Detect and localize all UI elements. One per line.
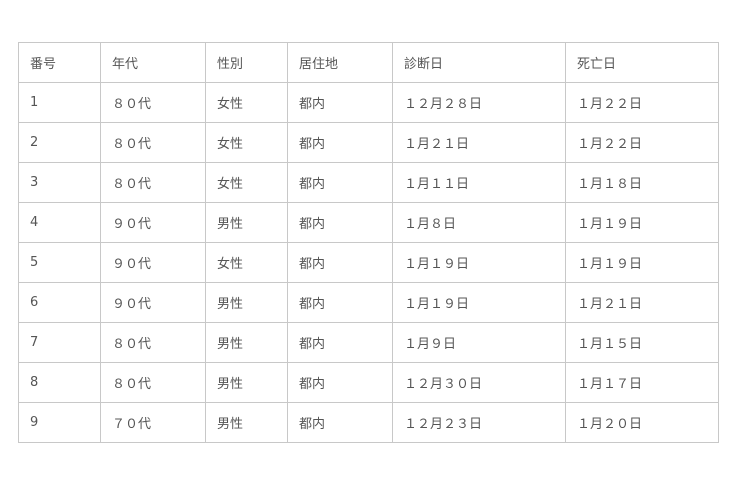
header-residence: 居住地 — [287, 42, 393, 83]
cell-residence: 都内 — [287, 82, 393, 123]
cell-death-date: １月１５日 — [565, 322, 719, 363]
cell-death-date: １月２０日 — [565, 402, 719, 443]
table-row: 3 ８０代 女性 都内 １月１１日 １月１８日 — [18, 162, 719, 203]
cell-sex: 男性 — [205, 202, 288, 243]
cell-residence: 都内 — [287, 242, 393, 283]
header-death-date: 死亡日 — [565, 42, 719, 83]
table-row: 9 ７０代 男性 都内 １２月２３日 １月２０日 — [18, 402, 719, 443]
cell-sex: 女性 — [205, 162, 288, 203]
cell-death-date: １月１７日 — [565, 362, 719, 403]
cell-diagnosis-date: １月２１日 — [392, 122, 566, 163]
cell-death-date: １月１９日 — [565, 242, 719, 283]
table-row: 5 ９０代 女性 都内 １月１９日 １月１９日 — [18, 242, 719, 283]
deaths-table: 番号 年代 性別 居住地 診断日 死亡日 1 ８０代 女性 都内 １２月２８日 １月２２日… — [18, 42, 719, 443]
cell-diagnosis-date: １２月２８日 — [392, 82, 566, 123]
header-sex: 性別 — [205, 42, 288, 83]
cell-residence: 都内 — [287, 322, 393, 363]
cell-sex: 女性 — [205, 122, 288, 163]
table-row: 8 ８０代 男性 都内 １２月３０日 １月１７日 — [18, 362, 719, 403]
cell-sex: 男性 — [205, 282, 288, 323]
cell-residence: 都内 — [287, 162, 393, 203]
cell-residence: 都内 — [287, 402, 393, 443]
cell-diagnosis-date: １月８日 — [392, 202, 566, 243]
cell-diagnosis-date: １月９日 — [392, 322, 566, 363]
cell-number: 4 — [18, 202, 101, 243]
cell-death-date: １月２２日 — [565, 122, 719, 163]
cell-residence: 都内 — [287, 202, 393, 243]
cell-diagnosis-date: １２月３０日 — [392, 362, 566, 403]
cell-number: 8 — [18, 362, 101, 403]
cell-number: 3 — [18, 162, 101, 203]
header-number: 番号 — [18, 42, 101, 83]
cell-age: ７０代 — [100, 402, 206, 443]
cell-number: 5 — [18, 242, 101, 283]
header-row: 番号 年代 性別 居住地 診断日 死亡日 — [18, 42, 719, 83]
table-row: 2 ８０代 女性 都内 １月２１日 １月２２日 — [18, 122, 719, 163]
cell-diagnosis-date: １月１１日 — [392, 162, 566, 203]
cell-age: ９０代 — [100, 202, 206, 243]
cell-number: 1 — [18, 82, 101, 123]
cell-number: 7 — [18, 322, 101, 363]
cell-number: 6 — [18, 282, 101, 323]
cell-age: ８０代 — [100, 122, 206, 163]
cell-diagnosis-date: １月１９日 — [392, 282, 566, 323]
cell-sex: 女性 — [205, 82, 288, 123]
cell-age: ８０代 — [100, 162, 206, 203]
cell-diagnosis-date: １月１９日 — [392, 242, 566, 283]
cell-death-date: １月２１日 — [565, 282, 719, 323]
cell-sex: 男性 — [205, 362, 288, 403]
cell-residence: 都内 — [287, 122, 393, 163]
cell-death-date: １月１８日 — [565, 162, 719, 203]
table-row: 4 ９０代 男性 都内 １月８日 １月１９日 — [18, 202, 719, 243]
header-age: 年代 — [100, 42, 206, 83]
header-diagnosis-date: 診断日 — [392, 42, 566, 83]
cell-age: ８０代 — [100, 82, 206, 123]
table-row: 6 ９０代 男性 都内 １月１９日 １月２１日 — [18, 282, 719, 323]
cell-residence: 都内 — [287, 282, 393, 323]
cell-number: 9 — [18, 402, 101, 443]
cell-age: ８０代 — [100, 362, 206, 403]
cell-diagnosis-date: １２月２３日 — [392, 402, 566, 443]
cell-residence: 都内 — [287, 362, 393, 403]
cell-age: ９０代 — [100, 282, 206, 323]
table-row: 1 ８０代 女性 都内 １２月２８日 １月２２日 — [18, 82, 719, 123]
cell-age: ９０代 — [100, 242, 206, 283]
cell-sex: 女性 — [205, 242, 288, 283]
cell-death-date: １月２２日 — [565, 82, 719, 123]
cell-sex: 男性 — [205, 322, 288, 363]
cell-death-date: １月１９日 — [565, 202, 719, 243]
cell-sex: 男性 — [205, 402, 288, 443]
cell-number: 2 — [18, 122, 101, 163]
table-row: 7 ８０代 男性 都内 １月９日 １月１５日 — [18, 322, 719, 363]
cell-age: ８０代 — [100, 322, 206, 363]
